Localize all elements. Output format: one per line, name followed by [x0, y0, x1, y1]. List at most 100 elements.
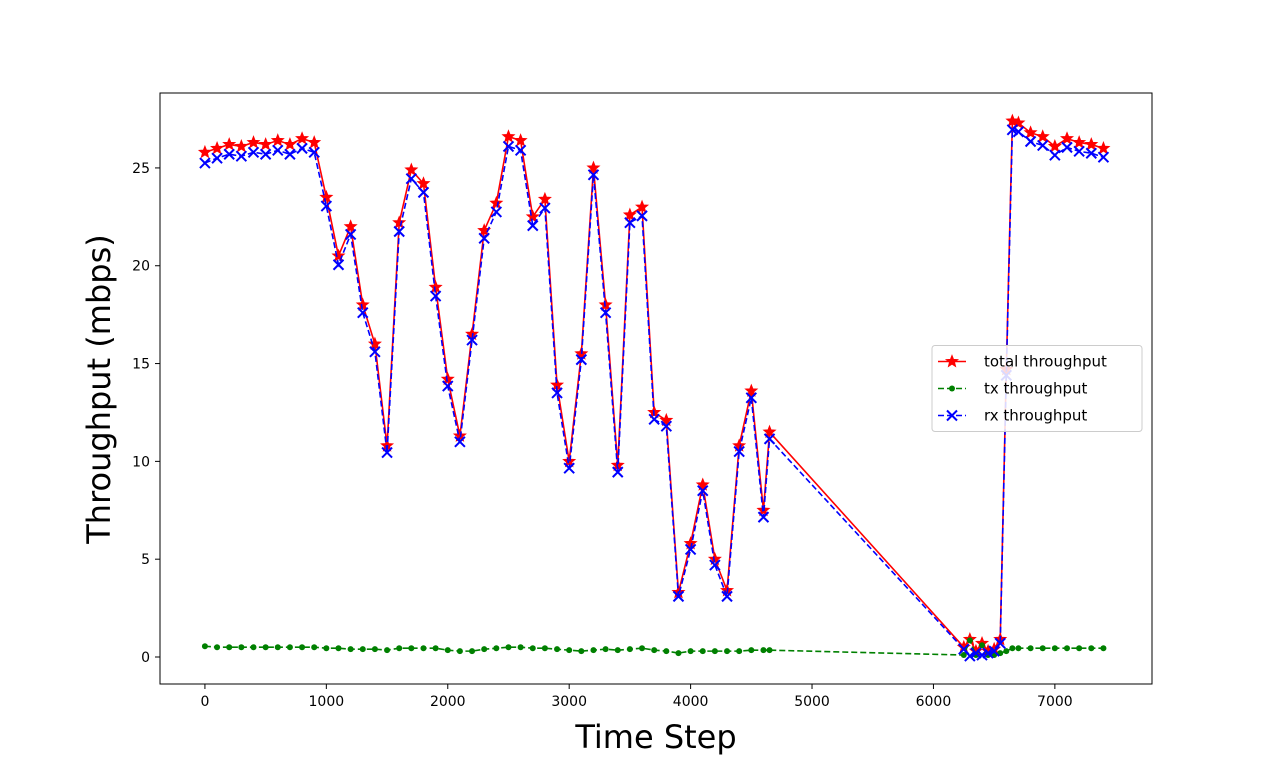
dot-marker	[699, 648, 706, 655]
star-marker	[622, 207, 637, 221]
star-marker	[197, 144, 212, 159]
x-marker	[587, 169, 600, 181]
dot-marker	[214, 644, 221, 651]
star-marker	[944, 354, 960, 368]
star-marker	[501, 129, 516, 143]
x-tick-label: 2000	[430, 694, 466, 710]
star-marker	[331, 248, 346, 262]
dot-marker	[554, 646, 561, 653]
star-marker	[319, 189, 334, 204]
star-marker	[404, 162, 419, 176]
x-tick-label: 4000	[673, 694, 709, 710]
dot-marker	[335, 645, 342, 652]
x-tick-label: 6000	[916, 694, 952, 710]
star-marker	[586, 160, 601, 174]
x-marker	[994, 637, 1006, 650]
star-marker	[246, 135, 261, 149]
x-marker	[514, 144, 527, 157]
star-marker	[659, 412, 674, 427]
dot-marker	[949, 385, 955, 392]
y-tick-label: 15	[132, 357, 150, 373]
x-marker	[466, 334, 478, 346]
dot-marker	[250, 644, 257, 651]
x-marker	[763, 433, 776, 445]
x-marker	[442, 380, 454, 392]
x-marker	[344, 228, 357, 241]
x-marker	[405, 172, 418, 185]
x-marker	[709, 559, 721, 571]
x-marker	[429, 290, 442, 302]
x-marker	[308, 146, 320, 158]
x-marker	[417, 186, 430, 199]
x-marker	[284, 148, 296, 160]
x-marker	[684, 543, 697, 556]
dot-marker	[1064, 645, 1071, 652]
x-marker	[393, 225, 405, 238]
x-marker	[745, 392, 758, 404]
star-marker	[562, 453, 577, 468]
x-axis-label: Time Step	[574, 718, 736, 756]
legend: total throughput tx throughput rx throughp…	[931, 345, 1143, 432]
dot-marker	[960, 652, 967, 659]
x-marker	[733, 445, 745, 458]
star-marker	[1059, 131, 1075, 145]
dot-marker	[420, 645, 427, 652]
dot-marker	[966, 637, 973, 644]
star-marker	[210, 140, 225, 155]
dot-marker	[444, 647, 451, 654]
x-tick-label: 1000	[309, 694, 345, 710]
star-marker	[635, 199, 650, 214]
dot-marker	[1088, 645, 1095, 652]
x-marker	[223, 148, 235, 160]
dot-marker	[1039, 645, 1046, 652]
x-marker	[1024, 135, 1037, 148]
dot-marker	[1027, 645, 1034, 652]
dot-marker	[469, 648, 476, 655]
x-marker	[527, 219, 539, 232]
dot-marker	[456, 648, 463, 655]
x-marker	[563, 462, 575, 474]
x-marker	[1049, 149, 1061, 161]
dot-marker	[371, 646, 378, 653]
star-marker	[1047, 139, 1062, 153]
dot-marker	[286, 644, 293, 651]
x-marker	[697, 485, 709, 497]
x-marker	[551, 387, 563, 399]
x-marker	[612, 466, 624, 478]
star-marker	[355, 297, 370, 311]
x-marker	[199, 157, 211, 169]
x-marker	[235, 150, 248, 162]
star-marker	[440, 371, 455, 386]
x-tick-label: 5000	[794, 694, 830, 710]
x-tick-label: 3000	[551, 694, 587, 710]
dot-marker	[979, 642, 986, 649]
x-marker	[478, 232, 490, 245]
dot-marker	[651, 647, 658, 654]
x-marker	[575, 353, 588, 366]
star-marker	[762, 424, 777, 438]
star-marker	[537, 191, 552, 206]
dot-marker	[432, 645, 439, 652]
y-tick-label: 20	[132, 259, 150, 275]
dot-marker	[408, 645, 415, 652]
x-marker	[502, 140, 515, 153]
dot-marker	[614, 647, 621, 654]
x-marker	[357, 306, 369, 319]
dot-marker	[1003, 648, 1010, 655]
x-marker	[1085, 147, 1097, 159]
x-marker	[1073, 145, 1085, 158]
x-marker	[757, 511, 770, 523]
star-marker	[392, 215, 407, 229]
dot-marker	[1009, 645, 1016, 652]
x-marker	[624, 216, 636, 229]
dot-marker	[602, 646, 609, 653]
dot-marker	[541, 645, 548, 652]
dot-marker	[748, 647, 755, 654]
x-marker	[672, 590, 685, 603]
dot-marker	[262, 644, 269, 651]
star-marker	[525, 209, 540, 223]
legend-box	[931, 345, 1143, 432]
dot-marker	[736, 648, 743, 655]
star-marker	[489, 195, 504, 210]
